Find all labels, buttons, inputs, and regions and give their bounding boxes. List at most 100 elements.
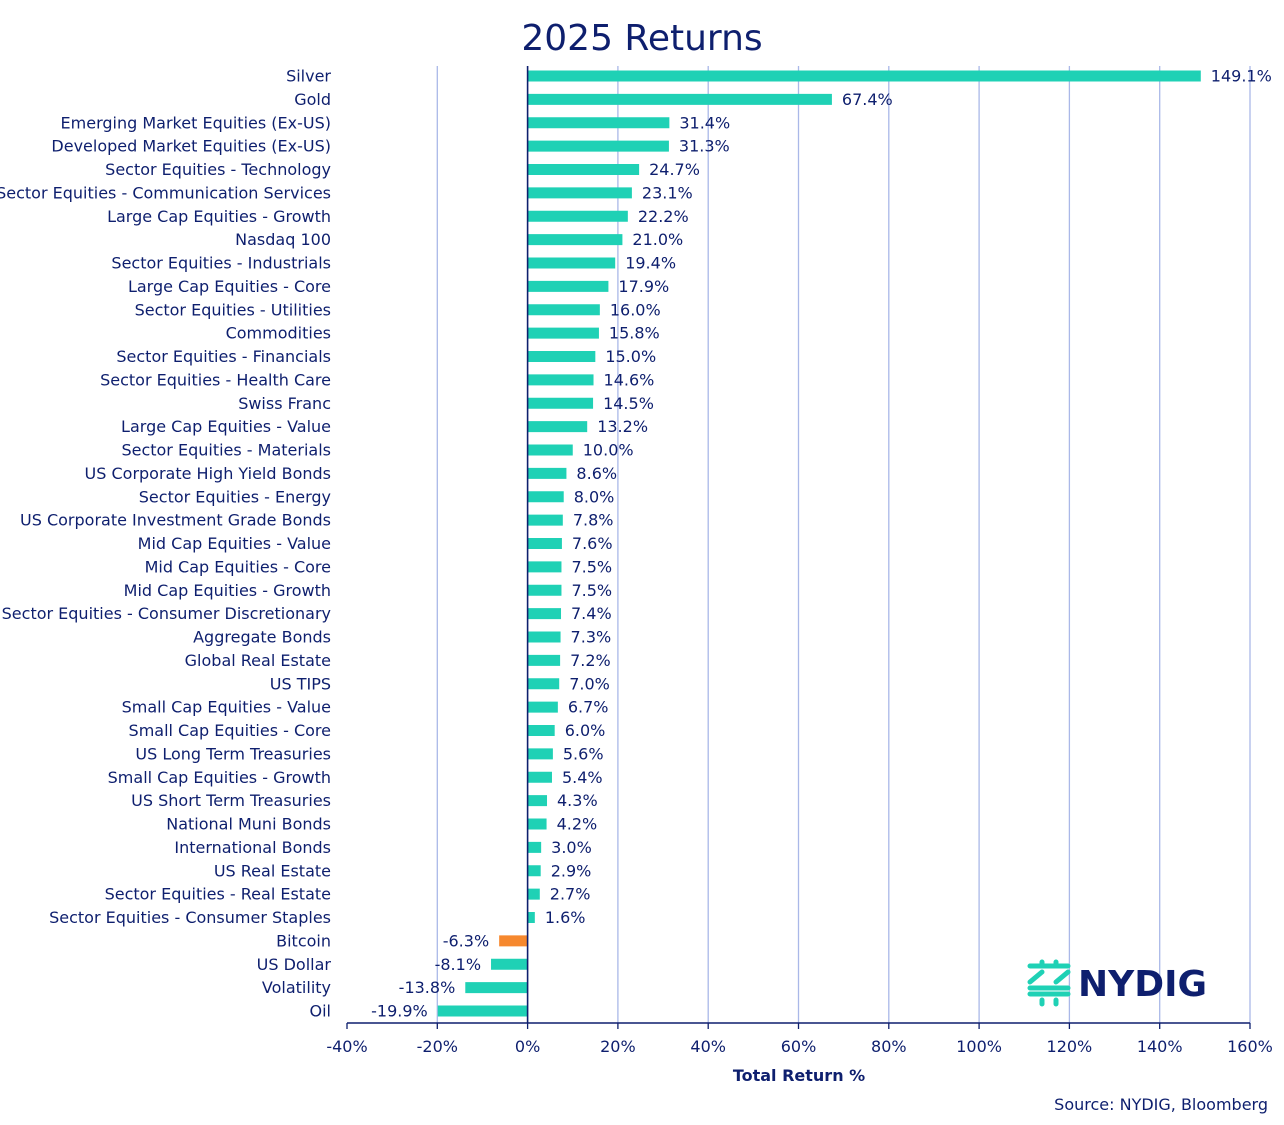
x-tick-label: 20% bbox=[600, 1037, 636, 1056]
data-label: 5.4% bbox=[562, 768, 603, 787]
bar bbox=[527, 280, 609, 292]
data-label: 7.2% bbox=[570, 651, 611, 670]
data-label: 7.4% bbox=[571, 604, 612, 623]
data-label: 22.2% bbox=[638, 207, 689, 226]
bar bbox=[527, 725, 555, 736]
category-label: Large Cap Equities - Core bbox=[128, 277, 331, 296]
bar bbox=[527, 70, 1201, 82]
data-label: 3.0% bbox=[551, 838, 592, 857]
nydig-logo-mark-icon bbox=[1027, 959, 1071, 1007]
x-tick-label: 120% bbox=[1047, 1037, 1093, 1056]
data-label: 6.0% bbox=[565, 721, 606, 740]
category-label: Sector Equities - Utilities bbox=[135, 300, 331, 319]
bar bbox=[527, 397, 594, 409]
category-label: US Corporate High Yield Bonds bbox=[85, 464, 331, 483]
category-label: Sector Equities - Consumer Staples bbox=[49, 908, 331, 927]
data-label: 4.2% bbox=[557, 815, 598, 834]
data-label: 4.3% bbox=[557, 791, 598, 810]
bar bbox=[527, 467, 567, 479]
bar bbox=[527, 304, 600, 316]
bars bbox=[437, 70, 1201, 1017]
source-note: Source: NYDIG, Bloomberg bbox=[1054, 1095, 1268, 1114]
data-label: 7.5% bbox=[571, 581, 612, 600]
bar bbox=[527, 631, 561, 643]
bar bbox=[527, 327, 599, 339]
bar bbox=[527, 351, 596, 362]
bar bbox=[527, 257, 616, 269]
bar bbox=[527, 865, 541, 877]
bar bbox=[491, 958, 528, 970]
category-label: Small Cap Equities - Value bbox=[122, 698, 331, 717]
x-tick-labels: -40% -20% 0% 20% 40% 60% 80% 100% 120% 140% 160% bbox=[326, 1023, 1273, 1056]
bar bbox=[527, 93, 832, 105]
category-label: US Dollar bbox=[257, 955, 332, 974]
category-label: Large Cap Equities - Value bbox=[121, 417, 331, 436]
data-label: 8.6% bbox=[576, 464, 617, 483]
bar bbox=[527, 748, 553, 760]
data-label: -13.8% bbox=[399, 978, 456, 997]
x-tick-label: 40% bbox=[690, 1037, 726, 1056]
category-label: Mid Cap Equities - Core bbox=[145, 557, 331, 576]
x-tick-label: 140% bbox=[1137, 1037, 1183, 1056]
category-label: Sector Equities - Technology bbox=[105, 160, 331, 179]
bar bbox=[527, 140, 669, 152]
chart-title: 2025 Returns bbox=[521, 18, 762, 59]
data-label: 7.3% bbox=[571, 628, 612, 647]
bar bbox=[527, 491, 564, 503]
category-label: US Corporate Investment Grade Bonds bbox=[20, 511, 331, 530]
bar bbox=[527, 678, 560, 690]
data-label: 15.8% bbox=[609, 324, 660, 343]
category-label: Sector Equities - Financials bbox=[116, 347, 331, 366]
data-label: 6.7% bbox=[568, 698, 609, 717]
x-tick-label: -40% bbox=[326, 1037, 367, 1056]
bar bbox=[465, 982, 528, 994]
data-label: 17.9% bbox=[618, 277, 669, 296]
bar bbox=[527, 421, 588, 433]
bar bbox=[527, 561, 562, 573]
category-label: Commodities bbox=[226, 324, 331, 343]
x-tick-label: -20% bbox=[417, 1037, 458, 1056]
category-label: Sector Equities - Consumer Discretionary bbox=[2, 604, 331, 623]
category-label: Small Cap Equities - Growth bbox=[108, 768, 331, 787]
category-label: Sector Equities - Health Care bbox=[100, 370, 331, 389]
category-label: Swiss Franc bbox=[238, 394, 331, 413]
data-label: 19.4% bbox=[625, 254, 676, 273]
bar bbox=[527, 795, 548, 807]
category-label: Sector Equities - Materials bbox=[121, 441, 331, 460]
category-label: International Bonds bbox=[174, 838, 331, 857]
category-label: Sector Equities - Real Estate bbox=[105, 885, 331, 904]
category-labels: Silver Gold Emerging Market Equities (Ex-U… bbox=[0, 67, 331, 1021]
data-label: 2.7% bbox=[550, 885, 591, 904]
bar bbox=[527, 654, 561, 666]
data-label: 24.7% bbox=[649, 160, 700, 179]
category-label: Mid Cap Equities - Growth bbox=[124, 581, 331, 600]
data-label: 31.4% bbox=[679, 113, 730, 132]
bar bbox=[527, 608, 562, 620]
data-label: 7.8% bbox=[573, 511, 614, 530]
data-label: 149.1% bbox=[1211, 67, 1272, 86]
category-label: Gold bbox=[294, 90, 331, 109]
data-label: 23.1% bbox=[642, 183, 693, 202]
data-label: 14.5% bbox=[603, 394, 654, 413]
bar bbox=[527, 164, 640, 175]
data-label: 2.9% bbox=[551, 861, 592, 880]
bar bbox=[527, 374, 594, 386]
data-label: 7.5% bbox=[571, 557, 612, 576]
bar bbox=[527, 841, 542, 853]
data-label: 21.0% bbox=[632, 230, 683, 249]
x-tick-label: 60% bbox=[781, 1037, 817, 1056]
data-label: -8.1% bbox=[435, 955, 481, 974]
category-label: Global Real Estate bbox=[185, 651, 331, 670]
category-label: Mid Cap Equities - Value bbox=[138, 534, 331, 553]
category-label: Large Cap Equities - Growth bbox=[107, 207, 331, 226]
bar bbox=[527, 210, 628, 222]
bar bbox=[527, 234, 623, 246]
data-label: -6.3% bbox=[443, 931, 489, 950]
nydig-logo: NYDIG bbox=[1027, 959, 1207, 1007]
bar bbox=[437, 1005, 528, 1017]
category-label: Sector Equities - Communication Services bbox=[0, 183, 331, 202]
data-label: 15.0% bbox=[605, 347, 656, 366]
bar bbox=[527, 538, 562, 549]
x-tick-label: 100% bbox=[956, 1037, 1002, 1056]
